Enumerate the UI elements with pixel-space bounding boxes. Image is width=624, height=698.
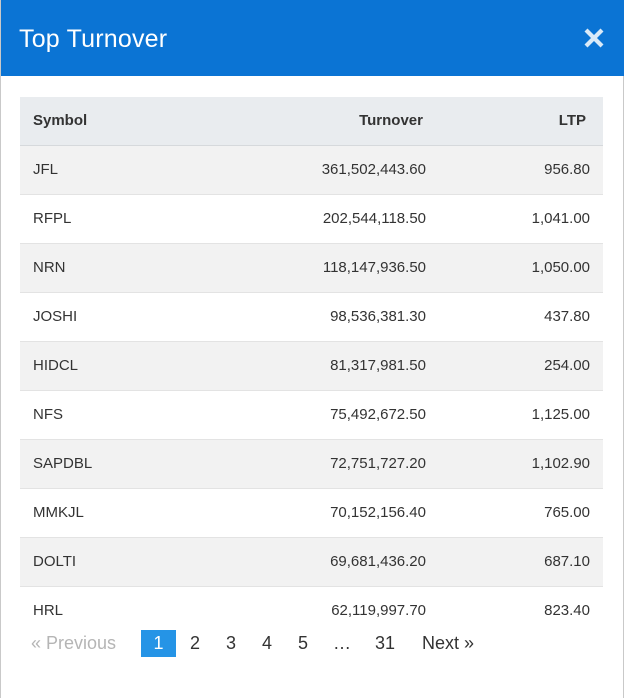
header-symbol[interactable]: Symbol [20, 97, 200, 146]
cell-turnover: 72,751,727.20 [200, 439, 426, 489]
cell-turnover: 81,317,981.50 [200, 341, 426, 391]
cell-symbol: SAPDBL [20, 439, 200, 489]
close-button[interactable] [583, 26, 605, 50]
table-row[interactable]: HIDCL 81,317,981.50 254.00 [20, 341, 603, 391]
table-row[interactable]: NFS 75,492,672.50 1,125.00 [20, 390, 603, 440]
pagination-previous[interactable]: « Previous [31, 633, 117, 653]
pagination-ellipsis: … [333, 633, 351, 653]
cell-turnover: 69,681,436.20 [200, 537, 426, 587]
pagination-page-5[interactable]: 5 [297, 633, 308, 653]
pagination-page-4[interactable]: 4 [261, 633, 272, 653]
pagination-page-1[interactable]: 1 [141, 630, 176, 657]
table-header-row: Symbol Turnover LTP [20, 97, 603, 146]
table-row[interactable]: SAPDBL 72,751,727.20 1,102.90 [20, 439, 603, 489]
cell-ltp: 1,125.00 [426, 390, 603, 440]
table-row[interactable]: MMKJL 70,152,156.40 765.00 [20, 488, 603, 538]
header-turnover[interactable]: Turnover [200, 97, 426, 146]
cell-symbol: HIDCL [20, 341, 200, 391]
cell-ltp: 1,041.00 [426, 194, 603, 244]
table-row[interactable]: DOLTI 69,681,436.20 687.10 [20, 537, 603, 587]
cell-ltp: 1,050.00 [426, 243, 603, 293]
cell-ltp: 254.00 [426, 341, 603, 391]
pagination: « Previous 1 2 3 4 5 … 31 Next » [20, 630, 603, 657]
turnover-table: Symbol Turnover LTP JFL 361,502,443.60 956… [20, 97, 603, 629]
table-row[interactable]: NRN 118,147,936.50 1,050.00 [20, 243, 603, 293]
cell-turnover: 98,536,381.30 [200, 292, 426, 342]
table-row[interactable]: JFL 361,502,443.60 956.80 [20, 145, 603, 195]
cell-turnover: 62,119,997.70 [200, 586, 426, 629]
table-row[interactable]: RFPL 202,544,118.50 1,041.00 [20, 194, 603, 244]
cell-turnover: 75,492,672.50 [200, 390, 426, 440]
cell-symbol: JFL [20, 145, 200, 195]
pagination-page-2[interactable]: 2 [189, 633, 200, 653]
pagination-page-3[interactable]: 3 [225, 633, 236, 653]
cell-turnover: 70,152,156.40 [200, 488, 426, 538]
cell-ltp: 765.00 [426, 488, 603, 538]
table-row[interactable]: HRL 62,119,997.70 823.40 [20, 586, 603, 629]
cell-ltp: 956.80 [426, 145, 603, 195]
modal-header: Top Turnover [1, 0, 624, 76]
cell-symbol: HRL [20, 586, 200, 629]
cell-ltp: 687.10 [426, 537, 603, 587]
cell-turnover: 361,502,443.60 [200, 145, 426, 195]
pagination-page-last[interactable]: 31 [374, 633, 396, 653]
cell-symbol: DOLTI [20, 537, 200, 587]
cell-ltp: 1,102.90 [426, 439, 603, 489]
cell-ltp: 437.80 [426, 292, 603, 342]
table-row[interactable]: JOSHI 98,536,381.30 437.80 [20, 292, 603, 342]
turnover-table-container: Symbol Turnover LTP JFL 361,502,443.60 956… [20, 97, 603, 629]
header-ltp[interactable]: LTP [426, 97, 603, 146]
cell-symbol: JOSHI [20, 292, 200, 342]
cell-symbol: NRN [20, 243, 200, 293]
modal-title: Top Turnover [19, 25, 168, 53]
cell-turnover: 202,544,118.50 [200, 194, 426, 244]
cell-symbol: MMKJL [20, 488, 200, 538]
cell-symbol: NFS [20, 390, 200, 440]
cell-symbol: RFPL [20, 194, 200, 244]
cell-turnover: 118,147,936.50 [200, 243, 426, 293]
close-icon [584, 28, 604, 48]
pagination-next[interactable]: Next » [422, 633, 475, 653]
cell-ltp: 823.40 [426, 586, 603, 629]
